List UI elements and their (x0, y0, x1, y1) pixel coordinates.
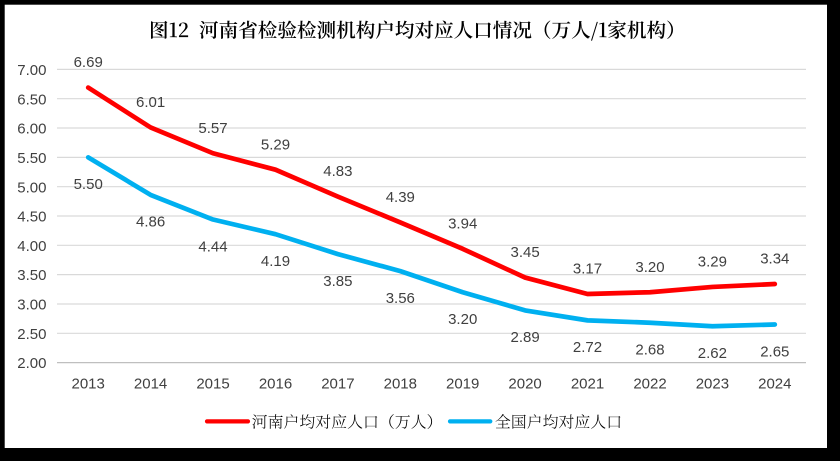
svg-text:3.85: 3.85 (323, 273, 352, 290)
svg-text:2.72: 2.72 (573, 339, 602, 356)
svg-text:2.62: 2.62 (698, 345, 727, 362)
svg-text:2.89: 2.89 (510, 329, 539, 346)
svg-text:2.68: 2.68 (635, 342, 664, 359)
svg-text:4.00: 4.00 (17, 238, 46, 255)
svg-text:3.17: 3.17 (573, 261, 602, 278)
svg-text:3.00: 3.00 (17, 297, 46, 314)
svg-text:5.50: 5.50 (74, 176, 103, 193)
svg-text:3.34: 3.34 (760, 251, 789, 268)
svg-text:5.50: 5.50 (17, 150, 46, 167)
svg-text:2015: 2015 (196, 375, 229, 392)
svg-text:2017: 2017 (321, 375, 354, 392)
svg-text:6.01: 6.01 (136, 94, 165, 111)
svg-text:2018: 2018 (384, 375, 417, 392)
svg-text:2016: 2016 (259, 375, 292, 392)
svg-text:3.20: 3.20 (635, 259, 664, 276)
svg-text:4.83: 4.83 (323, 163, 352, 180)
svg-text:2014: 2014 (134, 375, 167, 392)
svg-text:3.20: 3.20 (448, 311, 477, 328)
svg-text:2024: 2024 (758, 375, 791, 392)
svg-text:5.00: 5.00 (17, 179, 46, 196)
svg-text:3.29: 3.29 (698, 254, 727, 271)
svg-text:2022: 2022 (633, 375, 666, 392)
svg-text:4.39: 4.39 (386, 189, 415, 206)
svg-text:6.00: 6.00 (17, 121, 46, 138)
svg-text:4.86: 4.86 (136, 214, 165, 231)
svg-text:5.57: 5.57 (198, 120, 227, 137)
svg-text:2019: 2019 (446, 375, 479, 392)
svg-text:4.44: 4.44 (198, 238, 227, 255)
svg-text:2.50: 2.50 (17, 326, 46, 343)
svg-text:4.50: 4.50 (17, 209, 46, 226)
svg-text:7.00: 7.00 (17, 62, 46, 79)
svg-text:2013: 2013 (72, 375, 105, 392)
svg-text:2021: 2021 (571, 375, 604, 392)
svg-text:2023: 2023 (696, 375, 729, 392)
svg-text:3.50: 3.50 (17, 267, 46, 284)
svg-text:2.65: 2.65 (760, 343, 789, 360)
svg-text:2.00: 2.00 (17, 355, 46, 372)
svg-text:3.56: 3.56 (386, 290, 415, 307)
svg-text:5.29: 5.29 (261, 136, 290, 153)
svg-text:6.69: 6.69 (74, 54, 103, 71)
svg-text:4.19: 4.19 (261, 253, 290, 270)
svg-text:6.50: 6.50 (17, 91, 46, 108)
svg-text:3.45: 3.45 (510, 244, 539, 261)
svg-text:2020: 2020 (508, 375, 541, 392)
svg-text:3.94: 3.94 (448, 215, 477, 232)
